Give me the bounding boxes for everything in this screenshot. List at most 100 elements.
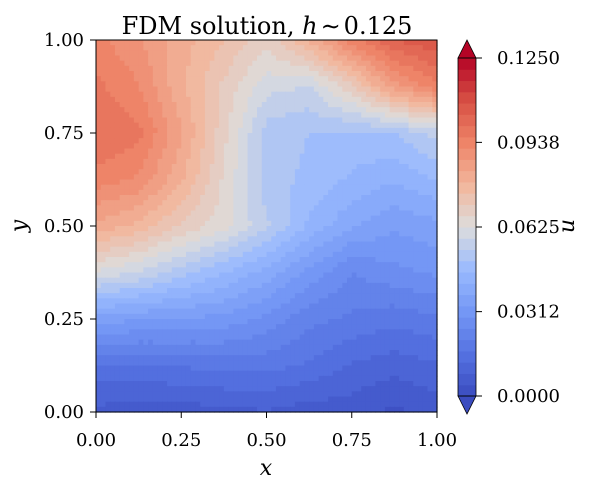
contour-cell xyxy=(380,282,386,289)
contour-cell xyxy=(380,365,386,372)
contour-cell xyxy=(100,50,107,57)
contour-cell xyxy=(114,391,121,398)
contour-cell xyxy=(384,102,391,108)
contour-cell xyxy=(190,308,197,315)
contour-cell xyxy=(209,220,216,227)
contour-cell xyxy=(252,226,258,232)
contour-cell xyxy=(427,262,433,268)
contour-cell xyxy=(162,210,168,217)
contour-cell xyxy=(233,246,239,253)
contour-cell xyxy=(427,241,433,248)
contour-cell xyxy=(261,329,268,336)
contour-cell xyxy=(219,267,225,274)
contour-cell xyxy=(252,143,258,150)
contour-cell xyxy=(209,40,216,46)
contour-cell xyxy=(119,298,126,305)
contour-cell xyxy=(375,107,381,113)
contour-cell xyxy=(133,298,140,305)
contour-cell xyxy=(323,375,329,382)
contour-cell xyxy=(304,210,310,217)
contour-cell xyxy=(171,169,178,175)
contour-cell xyxy=(195,40,201,46)
contour-cell xyxy=(399,122,405,129)
contour-cell xyxy=(413,350,419,356)
contour-cell xyxy=(394,169,400,175)
contour-cell xyxy=(204,122,211,129)
contour-cell xyxy=(233,210,239,217)
contour-cell xyxy=(200,164,206,170)
contour-cell xyxy=(247,76,253,82)
contour-cell xyxy=(309,158,315,165)
contour-cell xyxy=(96,241,102,248)
contour-cell xyxy=(370,169,377,175)
contour-cell xyxy=(100,298,107,305)
contour-cell xyxy=(176,360,182,367)
contour-cell xyxy=(351,370,358,377)
contour-cell xyxy=(408,324,414,330)
contour-cell xyxy=(389,231,395,237)
contour-cell xyxy=(399,298,405,305)
contour-cell xyxy=(266,40,272,46)
contour-cell xyxy=(223,50,230,57)
contour-cell xyxy=(152,195,159,201)
contour-cell xyxy=(209,277,216,284)
contour-cell xyxy=(337,298,343,305)
contour-cell xyxy=(133,81,140,88)
contour-cell xyxy=(133,215,140,222)
contour-cell xyxy=(280,313,287,320)
contour-cell xyxy=(418,76,424,82)
contour-cell xyxy=(285,386,291,392)
contour-cell xyxy=(185,205,192,212)
contour-cell xyxy=(96,210,102,217)
contour-cell xyxy=(275,231,282,237)
contour-cell xyxy=(318,189,324,196)
contour-cell xyxy=(105,226,111,232)
contour-cell xyxy=(271,189,277,196)
contour-cell xyxy=(195,189,201,196)
contour-cell xyxy=(238,102,244,108)
contour-cell xyxy=(337,381,343,387)
contour-cell xyxy=(351,215,358,222)
contour-cell xyxy=(318,138,324,144)
contour-cell xyxy=(100,215,107,222)
contour-cell xyxy=(399,174,405,181)
contour-cell xyxy=(171,267,178,274)
contour-cell xyxy=(247,339,253,346)
contour-cell xyxy=(365,319,372,325)
contour-cell xyxy=(422,303,429,310)
contour-cell xyxy=(342,329,348,336)
contour-cell xyxy=(427,205,433,212)
contour-cell xyxy=(318,96,324,103)
contour-cell xyxy=(380,179,386,186)
contour-cell xyxy=(157,96,163,103)
contour-cell xyxy=(162,303,168,310)
contour-cell xyxy=(266,184,272,191)
contour-cell xyxy=(422,365,429,372)
contour-cell xyxy=(418,40,424,46)
contour-cell xyxy=(228,236,234,243)
contour-cell xyxy=(247,174,253,181)
contour-cell xyxy=(422,386,429,392)
contour-cell xyxy=(129,96,135,103)
contour-cell xyxy=(195,220,201,227)
contour-cell xyxy=(247,127,253,134)
contour-cell xyxy=(124,55,130,62)
contour-cell xyxy=(299,319,305,325)
contour-cell xyxy=(167,96,173,103)
contour-cell xyxy=(228,50,234,57)
contour-cell xyxy=(418,386,424,392)
contour-cell xyxy=(394,45,400,51)
contour-cell xyxy=(275,205,282,212)
contour-cell xyxy=(214,76,220,82)
contour-cell xyxy=(148,91,154,98)
contour-cell xyxy=(242,303,249,310)
contour-cell xyxy=(313,215,320,222)
contour-cell xyxy=(228,148,234,155)
contour-cell xyxy=(375,319,381,325)
contour-cell xyxy=(356,153,362,160)
contour-cell xyxy=(261,365,268,372)
contour-cell xyxy=(285,288,291,294)
contour-cell xyxy=(422,122,429,129)
contour-cell xyxy=(204,272,211,279)
contour-cell xyxy=(304,257,310,263)
